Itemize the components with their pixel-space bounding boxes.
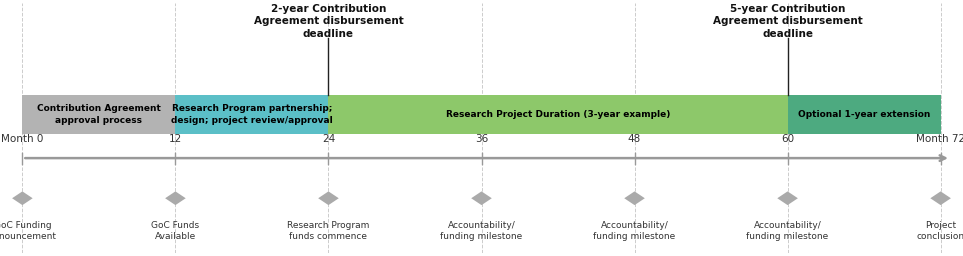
Polygon shape xyxy=(318,191,339,205)
Text: Research Program
funds commence: Research Program funds commence xyxy=(287,221,370,241)
Text: Month 0: Month 0 xyxy=(1,134,43,144)
Text: Accountability/
funding milestone: Accountability/ funding milestone xyxy=(440,221,523,241)
Polygon shape xyxy=(165,191,186,205)
Text: 5-year Contribution
Agreement disbursement
deadline: 5-year Contribution Agreement disburseme… xyxy=(713,4,863,39)
Text: 36: 36 xyxy=(475,134,488,144)
Text: GoC Funding
Announcement: GoC Funding Announcement xyxy=(0,221,57,241)
Bar xyxy=(788,95,941,134)
Text: GoC Funds
Available: GoC Funds Available xyxy=(151,221,199,241)
Polygon shape xyxy=(624,191,645,205)
Bar xyxy=(175,95,328,134)
Text: 24: 24 xyxy=(322,134,335,144)
Text: Accountability/
funding milestone: Accountability/ funding milestone xyxy=(593,221,676,241)
Text: Contribution Agreement
approval process: Contribution Agreement approval process xyxy=(37,104,161,125)
Text: Research Project Duration (3-year example): Research Project Duration (3-year exampl… xyxy=(446,110,670,119)
Text: 12: 12 xyxy=(169,134,182,144)
Bar xyxy=(328,95,788,134)
Bar xyxy=(22,95,175,134)
Polygon shape xyxy=(471,191,492,205)
Text: 2-year Contribution
Agreement disbursement
deadline: 2-year Contribution Agreement disburseme… xyxy=(253,4,403,39)
Polygon shape xyxy=(13,191,33,205)
Polygon shape xyxy=(777,191,798,205)
Text: Project
conclusion: Project conclusion xyxy=(917,221,963,241)
Text: Month 72: Month 72 xyxy=(916,134,963,144)
Text: Research Program partnership;
design; project review/approval: Research Program partnership; design; pr… xyxy=(171,104,333,125)
Text: Accountability/
funding milestone: Accountability/ funding milestone xyxy=(746,221,829,241)
Polygon shape xyxy=(930,191,950,205)
Text: 48: 48 xyxy=(628,134,641,144)
Text: 60: 60 xyxy=(781,134,794,144)
Text: Optional 1-year extension: Optional 1-year extension xyxy=(798,110,930,119)
